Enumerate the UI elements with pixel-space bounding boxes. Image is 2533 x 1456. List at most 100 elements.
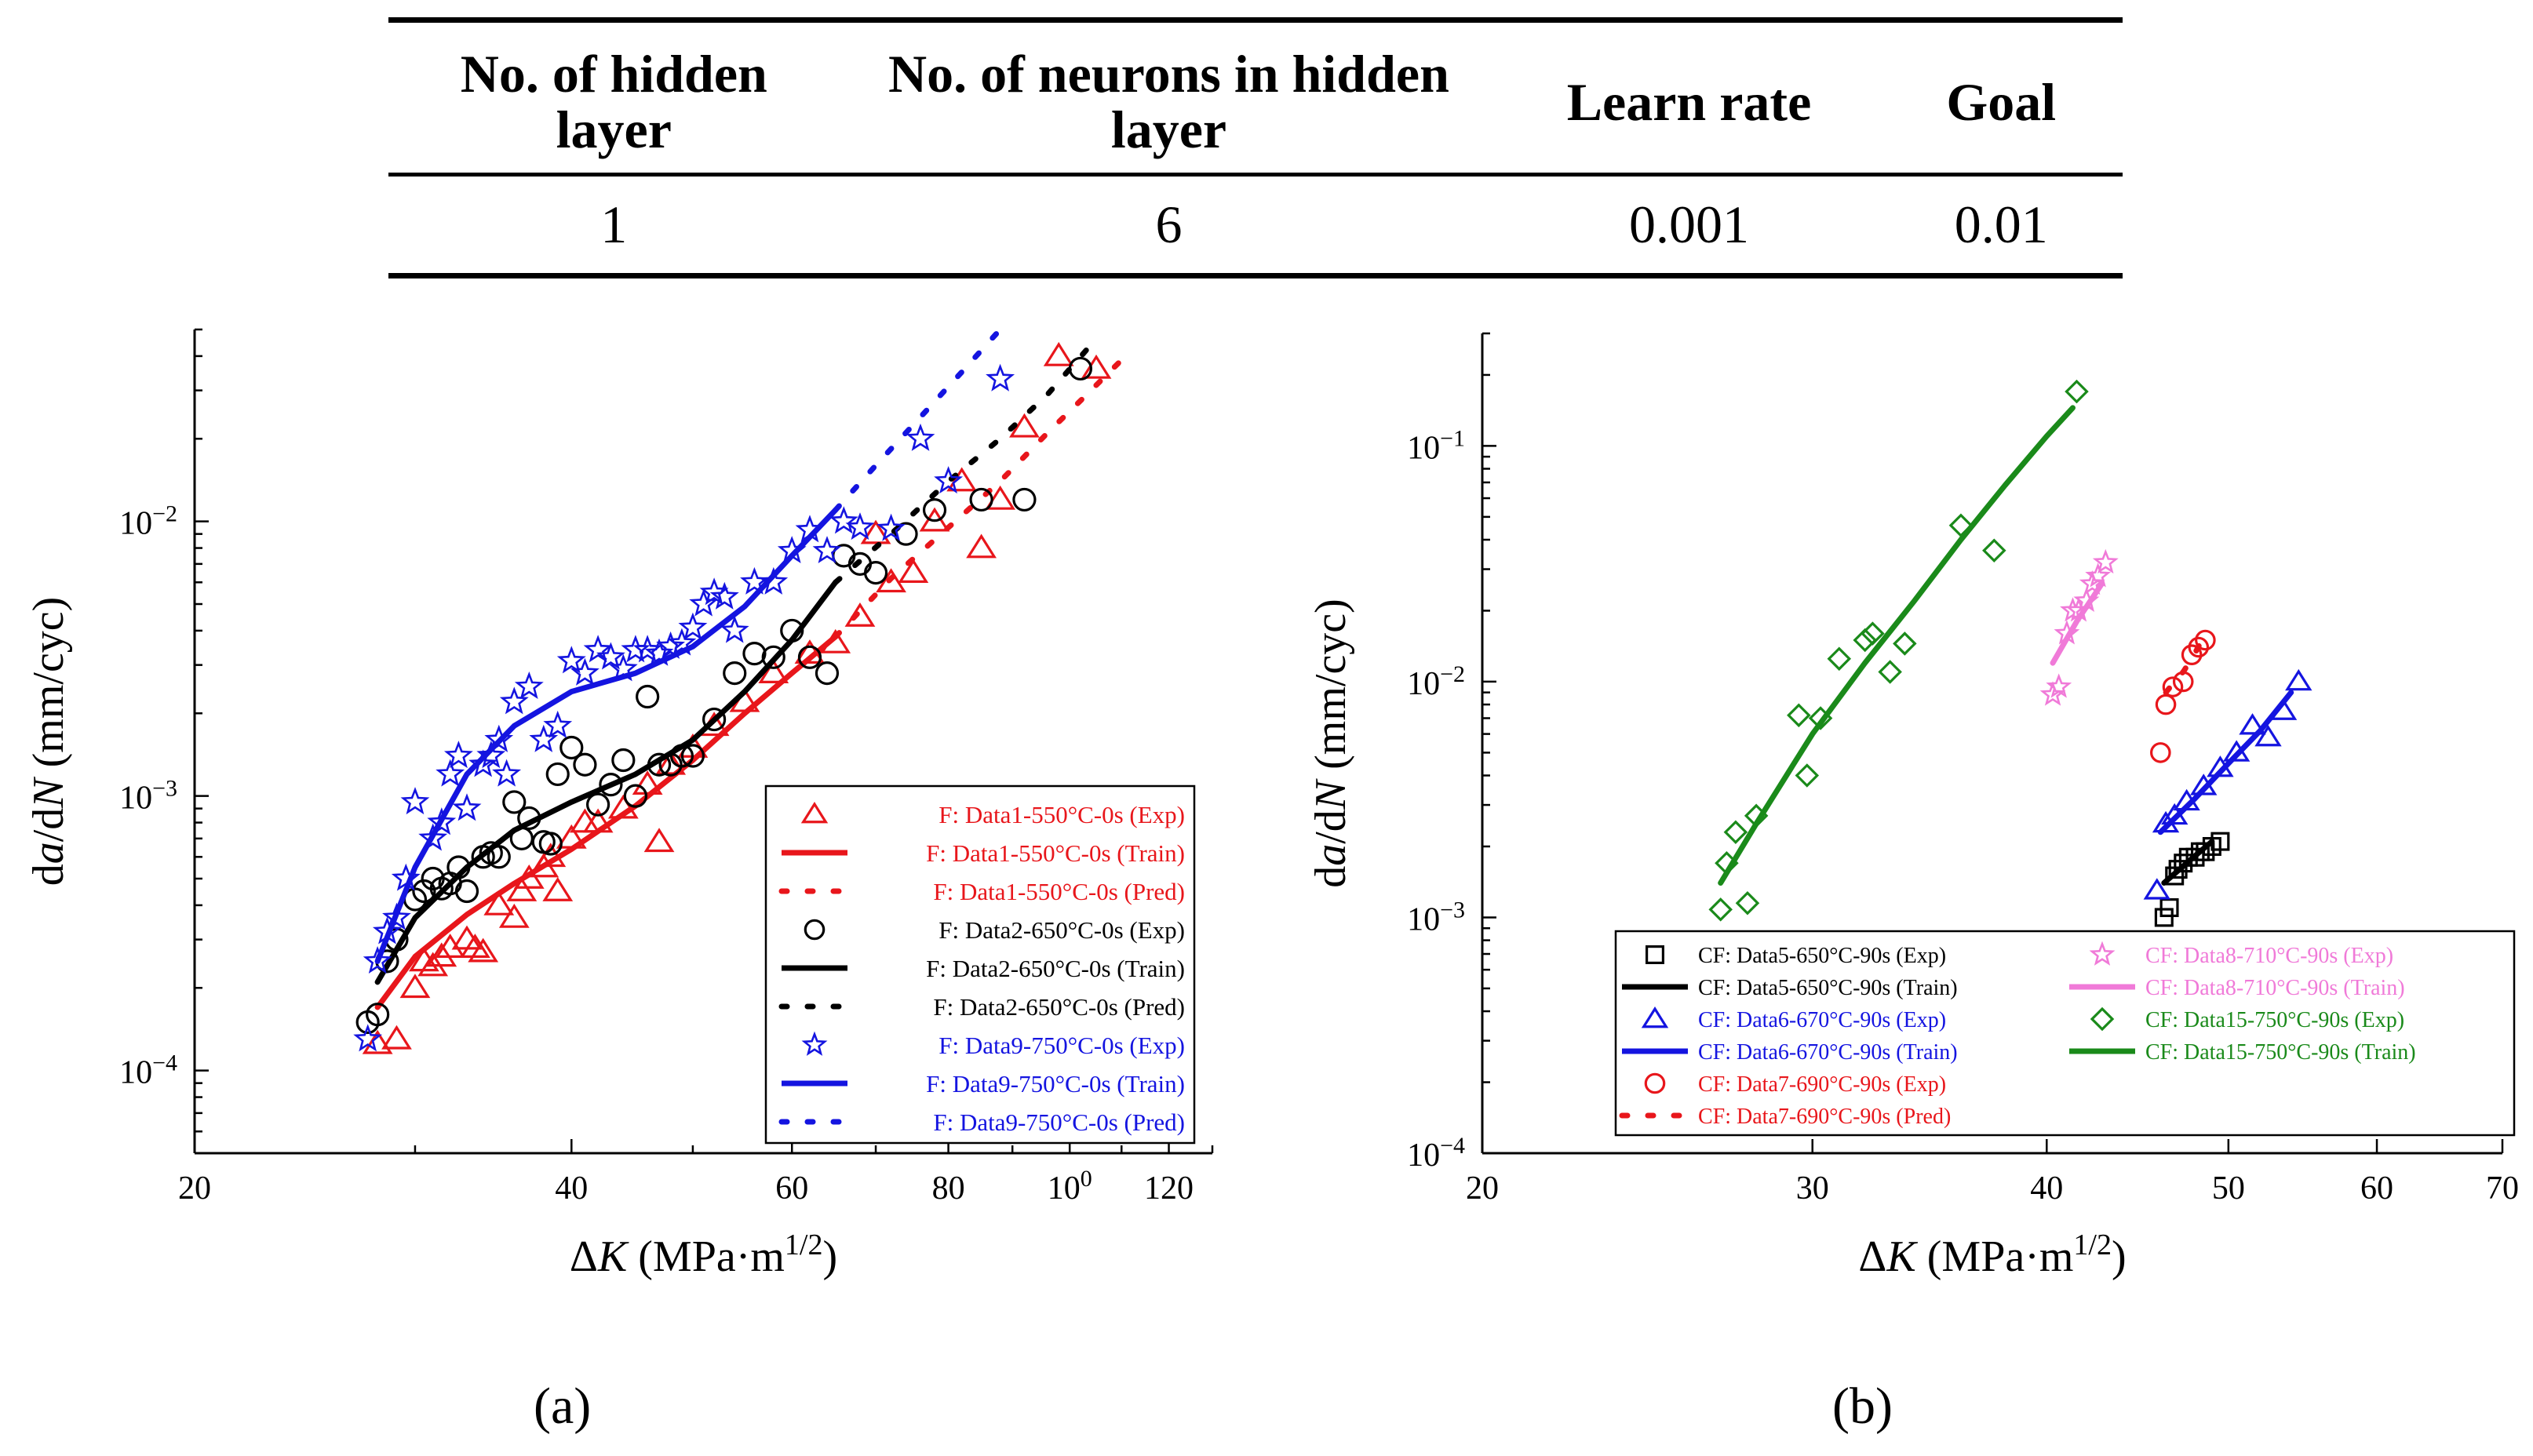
legend-label: F: Data1-550°C-0s (Pred) (933, 878, 1185, 905)
data-point (363, 945, 392, 974)
data-point (860, 519, 891, 544)
data-point (1012, 487, 1037, 512)
header-goal: Goal (1946, 71, 2057, 132)
data-point (815, 661, 840, 686)
data-point (382, 902, 411, 930)
cell-learn-rate: 0.001 (1628, 194, 1749, 254)
data-point (1853, 628, 1877, 653)
series-line (2161, 839, 2215, 886)
series-line (374, 579, 839, 985)
series-3 (2157, 690, 2294, 835)
data-point (742, 642, 767, 666)
data-point (2239, 713, 2266, 735)
y-tick-label: 10−3 (119, 775, 177, 817)
data-point (418, 823, 448, 851)
y-axis-label: da/dN (mm/cyc) (24, 597, 73, 886)
data-point (492, 759, 522, 787)
legend-marker (804, 919, 826, 941)
legend-label: F: Data2-650°C-0s (Train) (926, 955, 1185, 982)
data-point (1043, 341, 1074, 366)
legend-marker (800, 801, 829, 824)
table-row: 1 6 0.001 0.01 (388, 174, 2123, 276)
data-point (1827, 646, 1852, 672)
legend-label: F: Data9-750°C-0s (Pred) (933, 1108, 1185, 1136)
data-point (545, 762, 570, 787)
legend-marker (2089, 941, 2116, 966)
series-line (2157, 690, 2294, 835)
x-axis-label: ΔK (MPa·m1/2) (1858, 1228, 2126, 1281)
legend-label: CF: Data8-710°C-90s (Train) (2145, 976, 2405, 1000)
series-4 (2150, 629, 2216, 763)
data-point (723, 661, 747, 686)
series-7 (374, 507, 839, 964)
data-point (644, 638, 674, 666)
data-point (812, 536, 842, 563)
series-dotted-line (833, 326, 1004, 513)
data-point (720, 615, 749, 643)
legend-label: F: Data2-650°C-0s (Exp) (938, 916, 1185, 944)
series-dotted-line (2163, 640, 2203, 696)
legend-b: CF: Data5-650°C-90s (Exp) CF: Data5-650°C… (1614, 930, 2516, 1137)
data-point (1795, 763, 1820, 788)
series-1 (374, 634, 839, 1010)
legend-marker (801, 1031, 828, 1056)
data-point (898, 559, 929, 583)
data-point (353, 1024, 383, 1052)
data-point (573, 752, 597, 777)
data-point (2046, 673, 2072, 698)
data-point (2039, 681, 2066, 706)
data-point (689, 588, 719, 617)
data-point (797, 645, 822, 669)
header-learn-rate: Learn rate (1566, 71, 1812, 132)
data-point (514, 671, 544, 700)
data-point (2065, 379, 2089, 404)
legend-a: F: Data1-550°C-0s (Exp) F: Data1-550°C-0s… (764, 784, 1196, 1145)
series-8 (1708, 379, 2089, 922)
series-dotted-line (833, 341, 1094, 585)
data-point (412, 879, 436, 904)
data-point (655, 750, 687, 775)
data-point (845, 512, 875, 541)
legend-marker (1641, 1006, 1669, 1028)
data-point (1893, 632, 1917, 656)
data-point (1982, 538, 2006, 563)
data-point (2188, 636, 2210, 658)
legend-label: F: Data9-750°C-0s (Train) (926, 1070, 1185, 1097)
data-point (906, 423, 935, 451)
panel-label-a: (a) (534, 1378, 592, 1435)
chart-b: 10−4 10−3 10−2 10−1 20 30 40 50 60 70 ΔK (MPa·m1/2… (1307, 332, 2519, 1281)
data-point (863, 561, 888, 585)
series-line (2050, 581, 2105, 666)
series-line (1718, 405, 2076, 886)
data-point (2079, 570, 2105, 595)
legend-label: CF: Data7-690°C-90s (Pred) (1698, 1105, 1951, 1129)
legend-marker (2090, 1006, 2115, 1032)
panel-label-b: (b) (1832, 1378, 1893, 1435)
data-point (1723, 820, 1748, 845)
data-point (483, 890, 515, 915)
data-point (2155, 693, 2177, 715)
data-point (667, 628, 697, 656)
data-point (1878, 660, 1902, 684)
data-point (656, 631, 686, 659)
data-point (844, 602, 876, 627)
x-tick-label: 30 (1796, 1170, 1829, 1207)
header-hidden-layers: No. of hidden layer (460, 44, 767, 160)
series-1 (2161, 839, 2215, 886)
data-point (761, 645, 785, 669)
y-tick-label: 10−4 (1407, 1133, 1465, 1174)
cell-hidden-layers: 1 (600, 194, 628, 254)
series-line (374, 634, 839, 1010)
data-point (894, 522, 918, 546)
data-point (2174, 854, 2193, 873)
legend-label: F: Data2-650°C-0s (Pred) (933, 993, 1185, 1021)
legend-box (1614, 930, 2516, 1137)
data-point (678, 612, 708, 640)
data-point (934, 466, 964, 494)
data-point (969, 487, 993, 512)
data-point (427, 807, 457, 835)
data-point (559, 735, 584, 760)
data-point (876, 568, 906, 593)
data-point (487, 845, 511, 869)
data-point (498, 903, 530, 928)
